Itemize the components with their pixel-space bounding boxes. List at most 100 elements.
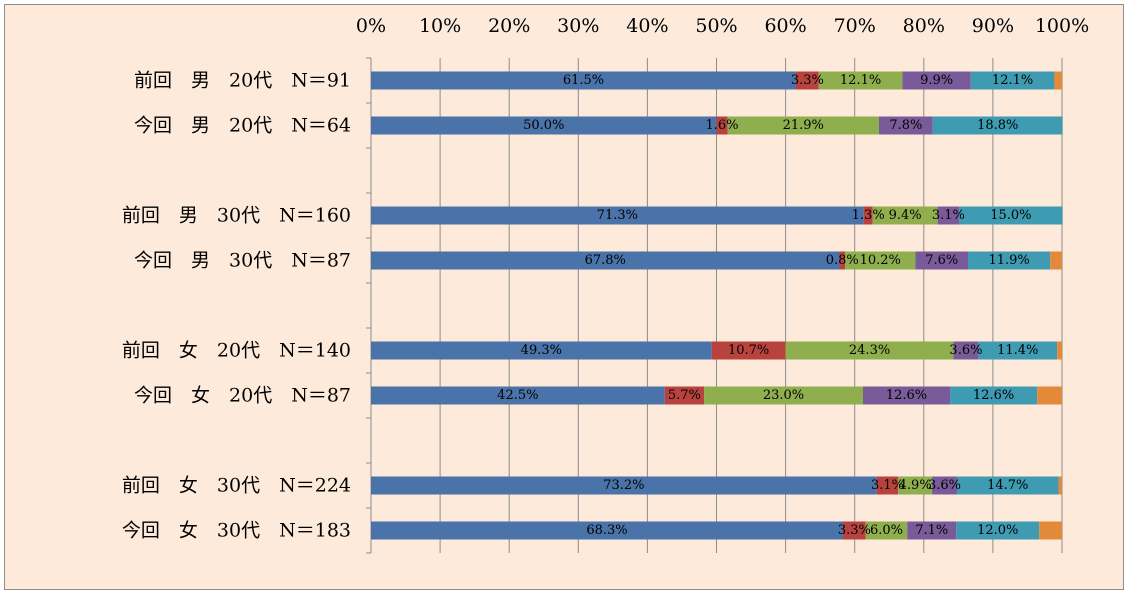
segment-label: 7.6% bbox=[925, 253, 958, 268]
bar-segment bbox=[711, 341, 786, 360]
bar-segment bbox=[1058, 476, 1062, 495]
x-tick-label: 10% bbox=[419, 15, 461, 37]
bar-segment bbox=[795, 71, 819, 90]
bar-segment bbox=[371, 521, 843, 540]
segment-label: 11.4% bbox=[997, 343, 1038, 358]
segment-label: 12.6% bbox=[973, 388, 1014, 403]
grid-layer bbox=[439, 58, 1063, 553]
bar-segment bbox=[842, 521, 866, 540]
segment-label: 50.0% bbox=[523, 118, 564, 133]
x-tick-label: 60% bbox=[764, 15, 806, 37]
segment-label: 4.9% bbox=[899, 478, 932, 493]
segment-label: 68.3% bbox=[586, 523, 627, 538]
bar-segment bbox=[1039, 521, 1062, 540]
bar-segment bbox=[959, 206, 1063, 225]
x-tick-label: 50% bbox=[695, 15, 737, 37]
segment-label: 21.9% bbox=[783, 118, 824, 133]
bar-segment bbox=[950, 386, 1038, 405]
bar-segment bbox=[862, 386, 951, 405]
bar-segment bbox=[727, 116, 879, 135]
bar-segment bbox=[932, 116, 1063, 135]
bar-segment bbox=[932, 476, 957, 495]
segment-label: 18.8% bbox=[977, 118, 1018, 133]
bar-segment bbox=[956, 476, 1059, 495]
stacked-bar-chart: 0% 10% 20% 30% 40% 50% 60% 70% 80% 90% 100% 前回 男 20… bbox=[122, 15, 1089, 554]
row-label: 今回 女 20代 N＝87 bbox=[134, 385, 351, 407]
bar-segment bbox=[1050, 251, 1062, 270]
chart-frame: 0% 10% 20% 30% 40% 50% 60% 70% 80% 90% 100% 前回 男 20… bbox=[4, 4, 1124, 590]
segment-label: 42.5% bbox=[497, 388, 538, 403]
row-label: 前回 男 20代 N＝91 bbox=[134, 70, 351, 92]
bar-segment bbox=[845, 251, 916, 270]
segment-label: 1.6% bbox=[706, 118, 739, 133]
bar-segment bbox=[371, 206, 864, 225]
bar-segment bbox=[863, 206, 873, 225]
x-tick-label: 30% bbox=[557, 15, 599, 37]
bar-segment bbox=[872, 206, 938, 225]
bar-segment bbox=[1057, 341, 1062, 360]
bar-segment bbox=[1054, 71, 1062, 90]
bar-segment bbox=[785, 341, 954, 360]
row-label: 前回 男 30代 N＝160 bbox=[122, 205, 351, 227]
bar-segment bbox=[878, 116, 933, 135]
bar-segment bbox=[865, 521, 908, 540]
segment-label: 6.0% bbox=[870, 523, 903, 538]
segment-label: 5.7% bbox=[668, 388, 701, 403]
bar-segment bbox=[371, 251, 840, 270]
x-tick-label: 40% bbox=[626, 15, 668, 37]
segment-label: 12.6% bbox=[886, 388, 927, 403]
segment-label: 1.3% bbox=[852, 208, 885, 223]
segment-label: 24.3% bbox=[849, 343, 890, 358]
bar-segment bbox=[1037, 386, 1062, 405]
row-label: 今回 女 30代 N＝183 bbox=[122, 520, 351, 542]
segment-label: 14.7% bbox=[987, 478, 1028, 493]
segment-label: 10.7% bbox=[728, 343, 769, 358]
bar-segment bbox=[937, 206, 960, 225]
row-label: 前回 女 20代 N＝140 bbox=[122, 340, 351, 362]
segment-label: 9.9% bbox=[920, 73, 953, 88]
segment-label: 67.8% bbox=[585, 253, 626, 268]
bar-segment bbox=[371, 71, 796, 90]
segment-label: 73.2% bbox=[603, 478, 644, 493]
segment-label: 71.3% bbox=[597, 208, 638, 223]
bar-segment bbox=[839, 251, 846, 270]
segment-label: 15.0% bbox=[990, 208, 1031, 223]
segment-label: 3.3% bbox=[791, 73, 824, 88]
segment-label: 3.1% bbox=[871, 478, 904, 493]
x-tick-label: 0% bbox=[356, 15, 386, 37]
x-tick-label: 100% bbox=[1035, 15, 1089, 37]
segment-label: 23.0% bbox=[763, 388, 804, 403]
bar-segment bbox=[371, 476, 877, 495]
segment-label: 3.6% bbox=[949, 343, 982, 358]
segment-label: 12.1% bbox=[992, 73, 1033, 88]
x-tick-label: 90% bbox=[972, 15, 1014, 37]
segment-label: 9.4% bbox=[889, 208, 922, 223]
bar-segment bbox=[371, 386, 665, 405]
bar-segment bbox=[818, 71, 903, 90]
bar-segment bbox=[704, 386, 863, 405]
bar-segment bbox=[876, 476, 899, 495]
bar-segment bbox=[953, 341, 979, 360]
row-label: 前回 女 30代 N＝224 bbox=[122, 475, 351, 497]
bar-segment bbox=[968, 251, 1051, 270]
segment-label: 7.8% bbox=[889, 118, 922, 133]
row-label: 今回 男 30代 N＝87 bbox=[134, 250, 351, 272]
bar-segment bbox=[956, 521, 1040, 540]
segment-label: 3.3% bbox=[838, 523, 871, 538]
segment-label: 49.3% bbox=[521, 343, 562, 358]
axis-layer bbox=[366, 57, 372, 554]
bar-segment bbox=[970, 71, 1055, 90]
bar-segment bbox=[907, 521, 957, 540]
segment-label: 12.0% bbox=[977, 523, 1018, 538]
bar-segment bbox=[902, 71, 971, 90]
x-tick-label: 80% bbox=[903, 15, 945, 37]
segment-label: 7.1% bbox=[915, 523, 948, 538]
segment-label: 3.1% bbox=[932, 208, 965, 223]
bar-segment bbox=[716, 116, 728, 135]
bar-segment bbox=[898, 476, 933, 495]
bar-segment bbox=[664, 386, 705, 405]
text-layer: 0% 10% 20% 30% 40% 50% 60% 70% 80% 90% 100% 前回 男 20… bbox=[122, 15, 1089, 542]
segment-label: 10.2% bbox=[860, 253, 901, 268]
bar-segment bbox=[915, 251, 969, 270]
bar-segment bbox=[371, 116, 717, 135]
